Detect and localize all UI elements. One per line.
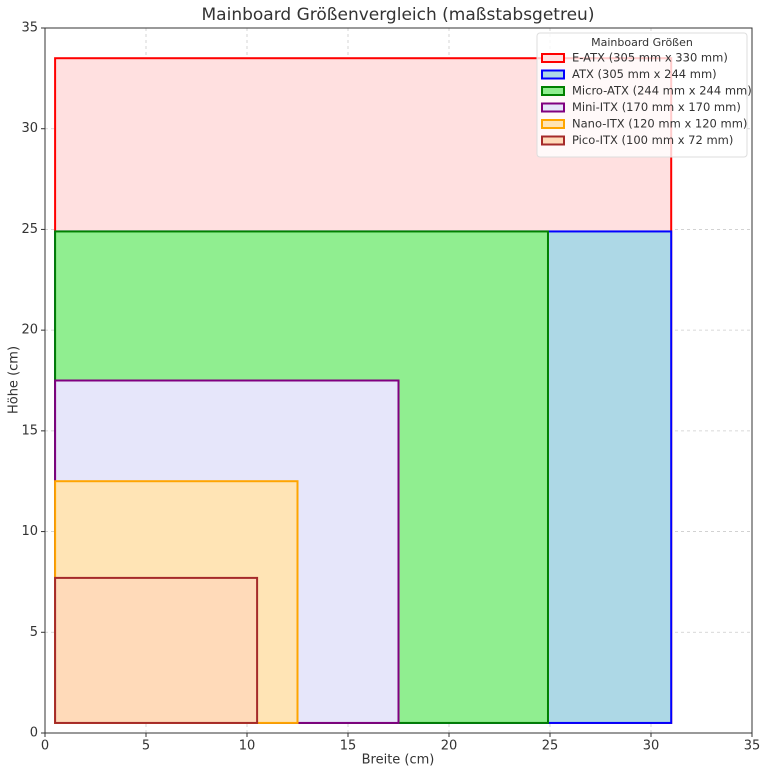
legend-label: Nano-ITX (120 mm x 120 mm) [572,117,747,131]
y-tick-label: 15 [21,423,38,438]
legend-label: Micro-ATX (244 mm x 244 mm) [572,84,752,98]
x-tick-label: 35 [744,739,761,754]
x-tick-label: 15 [340,739,357,754]
chart-title: Mainboard Größenvergleich (maßstabsgetre… [202,5,595,25]
x-tick-label: 20 [441,739,458,754]
legend-label: Pico-ITX (100 mm x 72 mm) [572,133,733,147]
plot-frame [44,27,753,734]
legend-swatch [541,119,565,129]
legend-swatch [541,86,565,96]
legend-swatch [541,53,565,63]
legend-label: Mini-ITX (170 mm x 170 mm) [572,100,741,114]
x-tick-label: 10 [239,739,256,754]
y-tick-label: 20 [21,323,38,338]
y-tick-label: 0 [30,726,38,741]
y-tick-label: 30 [21,121,38,136]
legend-swatch [541,102,565,113]
legend-swatch [541,69,565,80]
legend-label: ATX (305 mm x 244 mm) [572,67,717,81]
x-tick-label: 0 [41,739,49,754]
y-tick-label: 25 [21,222,38,237]
y-axis-label: Höhe (cm) [7,346,22,414]
x-tick-label: 25 [542,739,559,754]
y-tick-label: 10 [21,524,38,539]
legend-label: E-ATX (305 mm x 330 mm) [572,51,728,65]
legend-title: Mainboard Größen [591,36,693,49]
y-tick-label: 5 [30,625,38,640]
y-tick-label: 35 [21,21,38,36]
x-axis-label: Breite (cm) [362,753,435,768]
x-tick-label: 5 [142,739,150,754]
board-rect [54,576,259,724]
x-tick-label: 30 [643,739,660,754]
legend-box [536,32,748,158]
legend-swatch [541,135,565,146]
